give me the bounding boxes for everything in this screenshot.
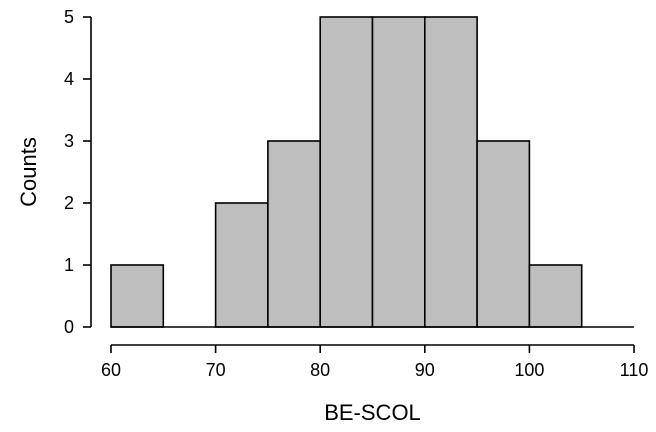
y-tick-label: 2 [64,193,74,213]
bars-group [110,16,583,328]
histogram-bar [214,202,269,328]
x-axis: 60 70 80 90 100 110 [101,344,649,380]
histogram-bar [476,140,531,328]
histogram-bar [110,264,165,328]
y-tick-label: 1 [64,255,74,275]
histogram-bar [423,16,478,328]
x-tick-label: 110 [620,360,649,380]
y-tick-label: 4 [64,69,74,89]
x-tick-label: 90 [415,360,435,380]
histogram-bar [371,16,426,328]
histogram-bar [319,16,374,328]
x-tick-label: 70 [206,360,226,380]
y-axis-title: Counts [16,137,41,207]
histogram-bar [267,140,321,328]
y-tick-label: 3 [64,131,74,151]
y-tick-label: 5 [64,7,74,27]
y-tick-label: 0 [64,317,74,337]
y-axis: 0 1 2 3 4 5 [64,7,92,337]
x-tick-label: 100 [514,360,544,380]
x-tick-label: 60 [101,360,121,380]
x-tick-label: 80 [310,360,330,380]
histogram-bar [528,264,583,328]
x-axis-title: BE-SCOL [324,400,421,425]
